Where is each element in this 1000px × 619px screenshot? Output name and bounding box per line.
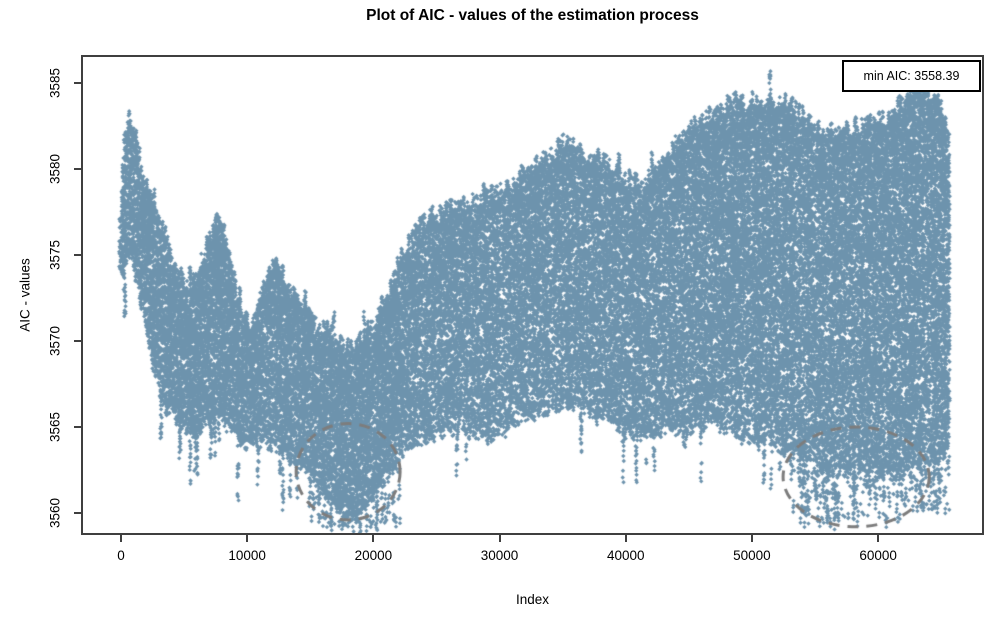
x-tick-mark: [372, 535, 375, 542]
x-tick-mark: [624, 535, 627, 542]
x-tick-label: 30000: [480, 548, 519, 563]
y-tick-label: 3575: [47, 239, 63, 271]
scatter-canvas: [83, 57, 982, 533]
x-tick-mark: [120, 535, 122, 542]
y-axis-label: AIC - values: [17, 258, 33, 332]
plot-area: min AIC: 3558.39: [81, 55, 984, 535]
x-tick-label: 10000: [228, 548, 266, 563]
y-tick-mark: [74, 82, 81, 84]
legend-text: min AIC: 3558.39: [863, 69, 960, 83]
x-tick-label: 50000: [733, 548, 771, 563]
x-tick-label: 20000: [354, 548, 393, 563]
x-tick-label: 40000: [606, 548, 645, 563]
x-tick-mark: [498, 535, 501, 542]
x-tick-mark: [750, 535, 753, 542]
y-tick-mark: [74, 340, 81, 342]
y-tick-label: 3560: [47, 497, 63, 529]
y-tick-label: 3565: [47, 411, 63, 443]
x-tick-mark: [877, 535, 880, 542]
y-tick-mark: [74, 512, 81, 514]
x-axis-label: Index: [515, 592, 550, 607]
y-tick-label: 3585: [47, 67, 63, 99]
y-tick-mark: [74, 426, 81, 428]
y-tick-label: 3580: [47, 153, 63, 185]
y-tick-label: 3570: [47, 325, 63, 357]
legend-box: min AIC: 3558.39: [842, 60, 981, 92]
chart-title: Plot of AIC - values of the estimation p…: [366, 7, 699, 24]
x-tick-label: 0: [117, 548, 125, 563]
x-tick-mark: [246, 535, 249, 542]
y-tick-mark: [74, 168, 81, 170]
x-tick-label: 60000: [859, 548, 897, 563]
y-tick-mark: [74, 254, 81, 256]
